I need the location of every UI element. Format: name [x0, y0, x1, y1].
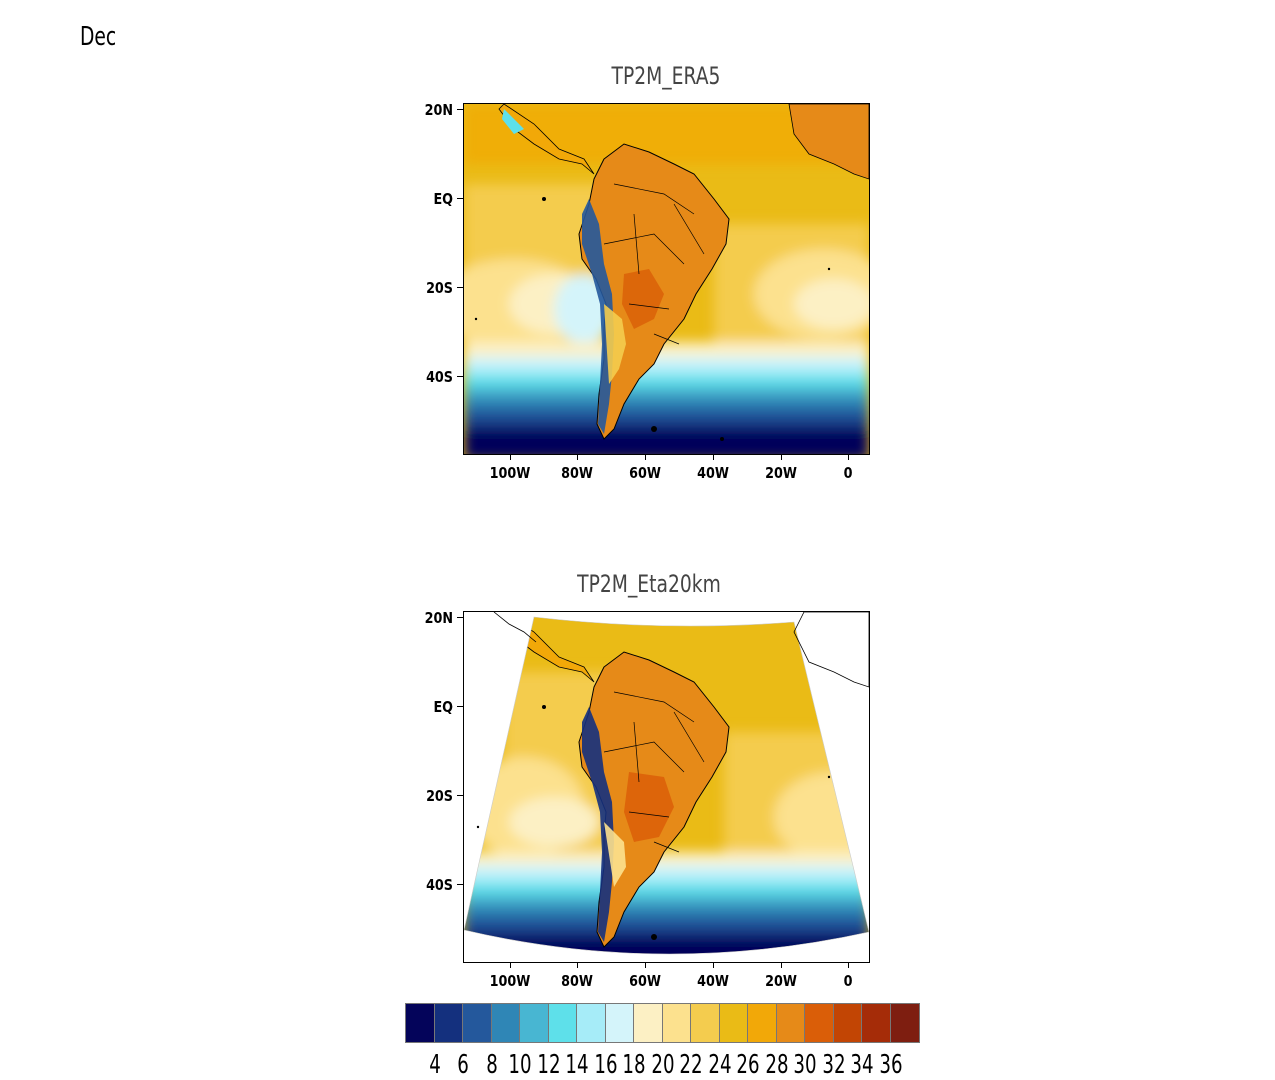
- lat-tick: [457, 198, 463, 199]
- colorbar-swatch: [776, 1004, 805, 1042]
- lon-tick: [510, 962, 511, 968]
- colorbar-label: 4: [428, 1050, 441, 1080]
- lon-label-0-bottom: 0: [843, 972, 853, 990]
- lon-label-60w-top: 60W: [629, 464, 661, 482]
- lon-label-100w-bottom: 100W: [489, 972, 531, 990]
- colorbar-swatch: [691, 1004, 720, 1042]
- lat-tick: [457, 109, 463, 110]
- colorbar-swatch: [805, 1004, 834, 1042]
- lat-tick: [457, 795, 463, 796]
- lat-tick: [457, 287, 463, 288]
- colorbar-swatch: [434, 1004, 463, 1042]
- lat-label-40s-bottom: 40S: [426, 876, 453, 894]
- lon-tick: [781, 454, 782, 460]
- colorbar-label: 32: [821, 1050, 846, 1080]
- lon-tick: [848, 962, 849, 968]
- lat-label-eq-bottom: EQ: [433, 698, 453, 716]
- colorbar-swatch: [662, 1004, 691, 1042]
- lat-label-20s-top: 20S: [426, 279, 453, 297]
- lon-tick: [645, 454, 646, 460]
- colorbar-swatch: [719, 1004, 748, 1042]
- colorbar-label: 22: [679, 1050, 703, 1080]
- lon-label-80w-top: 80W: [561, 464, 593, 482]
- temperature-map-era5: [464, 104, 869, 454]
- lon-tick: [713, 454, 714, 460]
- lon-label-100w-top: 100W: [489, 464, 531, 482]
- colorbar-label: 8: [485, 1050, 498, 1080]
- lon-label-40w-top: 40W: [697, 464, 729, 482]
- panel-title-eta20km: TP2M_Eta20km: [577, 570, 721, 598]
- colorbar-label: 34: [850, 1050, 874, 1080]
- lon-label-40w-bottom: 40W: [697, 972, 729, 990]
- lat-tick: [457, 376, 463, 377]
- colorbar-label: 14: [565, 1050, 589, 1080]
- lon-tick: [577, 454, 578, 460]
- colorbar-swatch: [520, 1004, 549, 1042]
- panel-title-era5: TP2M_ERA5: [611, 62, 721, 90]
- lon-label-80w-bottom: 80W: [561, 972, 593, 990]
- colorbar-label: 12: [536, 1050, 561, 1080]
- colorbar-swatch: [862, 1004, 891, 1042]
- lat-label-20n-top: 20N: [424, 101, 453, 119]
- lon-tick: [848, 454, 849, 460]
- colorbar-label: 20: [650, 1050, 675, 1080]
- lon-label-60w-bottom: 60W: [629, 972, 661, 990]
- lon-tick: [781, 962, 782, 968]
- lat-tick: [457, 617, 463, 618]
- month-label: Dec: [80, 22, 117, 52]
- lon-tick: [645, 962, 646, 968]
- lon-label-0-top: 0: [843, 464, 853, 482]
- lat-tick: [457, 884, 463, 885]
- colorbar-swatch: [890, 1004, 919, 1042]
- colorbar-swatch: [577, 1004, 606, 1042]
- colorbar-label: 16: [593, 1050, 618, 1080]
- lat-label-20n-bottom: 20N: [424, 609, 453, 627]
- colorbar: [405, 1003, 920, 1043]
- colorbar-label: 24: [707, 1050, 732, 1080]
- colorbar-swatch: [491, 1004, 520, 1042]
- lat-label-40s-top: 40S: [426, 368, 453, 386]
- temperature-map-eta20km: [464, 612, 869, 955]
- lon-label-20w-top: 20W: [765, 464, 797, 482]
- colorbar-label: 28: [764, 1050, 789, 1080]
- colorbar-label: 36: [878, 1050, 903, 1080]
- lon-label-20w-bottom: 20W: [765, 972, 797, 990]
- map-panel-era5: [463, 103, 870, 455]
- colorbar-swatch: [548, 1004, 577, 1042]
- colorbar-swatch: [634, 1004, 663, 1042]
- colorbar-swatch: [463, 1004, 492, 1042]
- colorbar-label: 18: [622, 1050, 646, 1080]
- lat-label-20s-bottom: 20S: [426, 787, 453, 805]
- colorbar-swatch: [605, 1004, 634, 1042]
- colorbar-swatch: [748, 1004, 777, 1042]
- lon-tick: [577, 962, 578, 968]
- lat-label-eq-top: EQ: [433, 190, 453, 208]
- colorbar-label: 30: [793, 1050, 817, 1080]
- colorbar-label: 6: [457, 1050, 469, 1080]
- lon-tick: [713, 962, 714, 968]
- colorbar-label: 26: [736, 1050, 760, 1080]
- colorbar-swatch: [406, 1004, 435, 1042]
- colorbar-label: 10: [508, 1050, 532, 1080]
- lon-tick: [510, 454, 511, 460]
- map-panel-eta20km: [463, 611, 870, 963]
- colorbar-swatch: [833, 1004, 862, 1042]
- lat-tick: [457, 706, 463, 707]
